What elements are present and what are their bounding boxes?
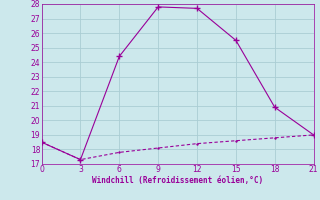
X-axis label: Windchill (Refroidissement éolien,°C): Windchill (Refroidissement éolien,°C)	[92, 176, 263, 185]
